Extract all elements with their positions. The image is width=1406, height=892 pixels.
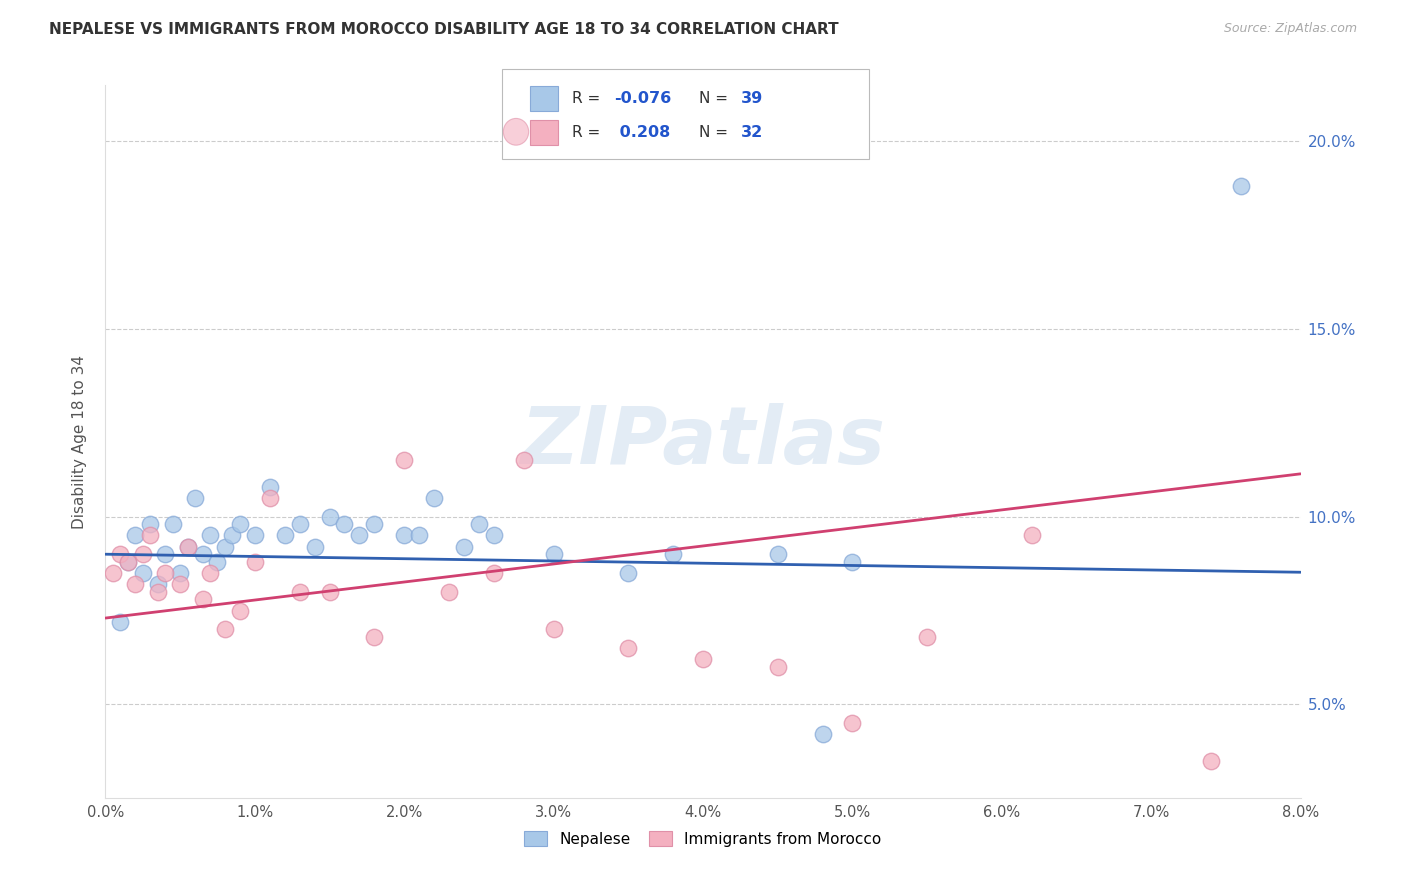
Point (176, 540, 198, 554)
Point (288, 584, 311, 599)
Point (437, 584, 460, 599)
Point (468, 517, 491, 532)
Point (221, 528, 243, 542)
Point (662, 547, 685, 561)
Point (117, 555, 139, 569)
Text: Source: ZipAtlas.com: Source: ZipAtlas.com (1223, 22, 1357, 36)
Point (243, 528, 266, 542)
Point (259, 480, 281, 494)
Point (363, 517, 385, 532)
Point (184, 491, 207, 505)
Y-axis label: Disability Age 18 to 34: Disability Age 18 to 34 (72, 354, 87, 529)
Point (543, 547, 565, 561)
Point (304, 540, 326, 554)
Point (198, 566, 221, 580)
Point (349, 528, 371, 542)
Point (1229, 179, 1251, 194)
Point (132, 547, 155, 561)
Point (766, 547, 789, 561)
Point (110, 615, 132, 629)
Point (482, 566, 505, 580)
Point (214, 623, 236, 637)
Point (198, 528, 221, 542)
Point (333, 517, 356, 532)
Point (153, 547, 177, 561)
Text: NEPALESE VS IMMIGRANTS FROM MOROCCO DISABILITY AGE 18 TO 34 CORRELATION CHART: NEPALESE VS IMMIGRANTS FROM MOROCCO DISA… (49, 22, 839, 37)
Text: R =: R = (572, 91, 606, 106)
Point (176, 540, 198, 554)
Point (617, 641, 640, 656)
Point (692, 652, 714, 666)
Point (273, 528, 295, 542)
Point (169, 577, 191, 591)
Point (363, 630, 385, 644)
Point (243, 555, 266, 569)
Point (1199, 754, 1222, 768)
Point (207, 555, 229, 569)
Text: 0.208: 0.208 (614, 125, 671, 140)
Text: ZIPatlas: ZIPatlas (520, 402, 886, 481)
Point (259, 491, 281, 505)
Legend: Nepalese, Immigrants from Morocco: Nepalese, Immigrants from Morocco (520, 826, 886, 851)
Point (132, 566, 155, 580)
Point (318, 509, 340, 524)
Point (146, 577, 169, 591)
Point (841, 555, 863, 569)
Point (124, 577, 146, 591)
Point (191, 592, 214, 607)
Point (214, 540, 236, 554)
Point (766, 660, 789, 674)
Point (513, 453, 536, 467)
Point (229, 517, 252, 532)
Point (543, 623, 565, 637)
Text: -0.076: -0.076 (614, 91, 672, 106)
Point (662, 96, 685, 111)
Point (392, 528, 416, 542)
Point (139, 517, 162, 532)
Point (915, 630, 938, 644)
Point (162, 517, 184, 532)
Point (811, 727, 834, 741)
Point (191, 547, 214, 561)
Point (146, 584, 169, 599)
Point (453, 540, 475, 554)
Text: 32: 32 (741, 125, 763, 140)
Point (288, 517, 311, 532)
Point (153, 566, 177, 580)
Point (617, 566, 640, 580)
Point (124, 528, 146, 542)
Text: R =: R = (572, 125, 606, 140)
Point (169, 566, 191, 580)
Point (1021, 528, 1043, 542)
Text: N =: N = (699, 91, 733, 106)
Point (117, 555, 139, 569)
Point (392, 453, 416, 467)
Point (423, 491, 446, 505)
Text: N =: N = (699, 125, 733, 140)
Point (318, 584, 340, 599)
Point (229, 603, 252, 617)
Text: 39: 39 (741, 91, 763, 106)
Point (101, 566, 124, 580)
Point (139, 528, 162, 542)
Point (841, 716, 863, 731)
Point (482, 528, 505, 542)
Point (408, 528, 430, 542)
Point (110, 547, 132, 561)
